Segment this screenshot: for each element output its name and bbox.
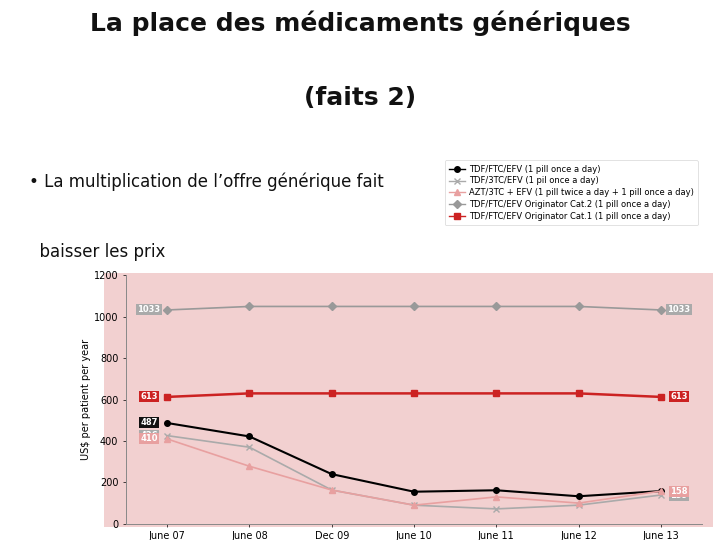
Text: 613: 613 xyxy=(140,393,158,401)
Text: baisser les prix: baisser les prix xyxy=(29,243,165,261)
Legend: TDF/FTC/EFV (1 pill once a day), TDF/3TC/EFV (1 pil once a day), AZT/3TC + EFV (: TDF/FTC/EFV (1 pill once a day), TDF/3TC… xyxy=(445,160,698,225)
Text: 613: 613 xyxy=(670,393,688,401)
Text: 158: 158 xyxy=(670,487,688,496)
Text: La place des médicaments génériques: La place des médicaments génériques xyxy=(90,11,630,36)
Y-axis label: US$ per patient per year: US$ per patient per year xyxy=(81,339,91,460)
Text: 410: 410 xyxy=(140,434,158,443)
Text: 426: 426 xyxy=(140,431,158,440)
Text: 1033: 1033 xyxy=(138,306,161,314)
Text: 1033: 1033 xyxy=(667,306,690,314)
Text: 158: 158 xyxy=(670,487,688,496)
Text: • La multiplication de l’offre générique fait: • La multiplication de l’offre générique… xyxy=(29,173,384,191)
Text: (faits 2): (faits 2) xyxy=(304,86,416,110)
Text: 487: 487 xyxy=(140,418,158,428)
Text: 139: 139 xyxy=(670,490,688,500)
